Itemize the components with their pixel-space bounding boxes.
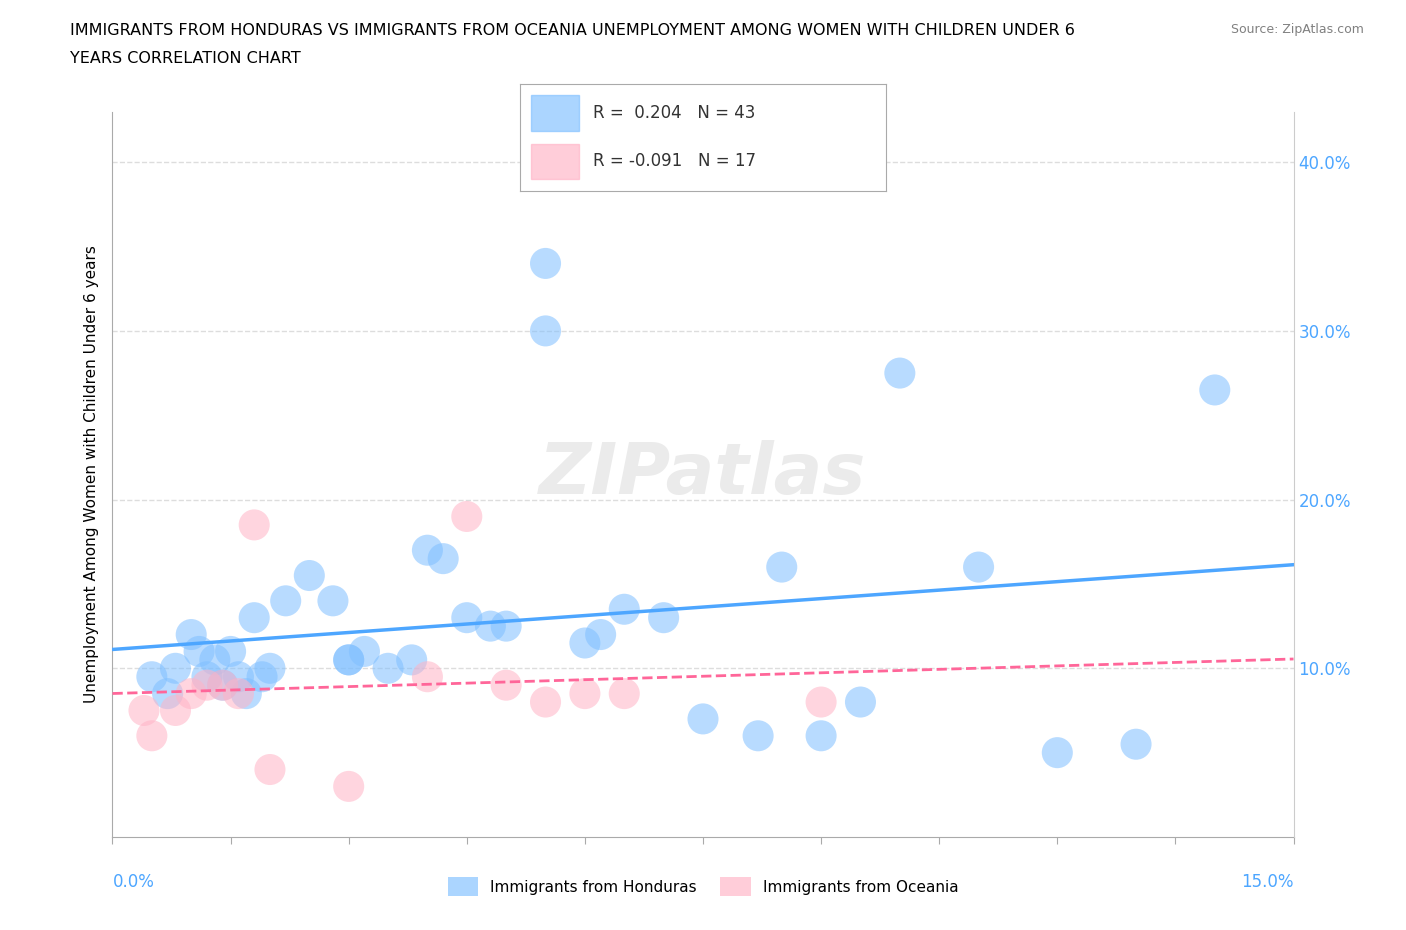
Point [613,602,636,617]
Point [195,678,218,693]
Point [1125,737,1147,751]
Point [589,627,612,642]
Point [613,686,636,701]
Point [211,678,233,693]
Point [259,762,281,777]
Point [747,728,769,743]
Point [156,686,179,701]
Point [416,670,439,684]
Point [195,670,218,684]
Point [259,661,281,676]
Point [574,686,596,701]
Point [165,661,187,676]
Point [298,568,321,583]
Point [141,670,163,684]
Point [534,695,557,710]
Point [1204,382,1226,397]
Point [456,610,478,625]
Point [416,543,439,558]
Point [810,728,832,743]
Point [574,635,596,650]
Point [165,703,187,718]
Text: Source: ZipAtlas.com: Source: ZipAtlas.com [1230,23,1364,36]
Point [401,653,423,668]
Bar [531,143,579,179]
Y-axis label: Unemployment Among Women with Children Under 6 years: Unemployment Among Women with Children U… [83,246,98,703]
Point [456,509,478,524]
Point [337,653,360,668]
Point [770,560,793,575]
Text: YEARS CORRELATION CHART: YEARS CORRELATION CHART [70,51,301,66]
Point [534,324,557,339]
Point [188,644,211,658]
Point [652,610,675,625]
Point [495,678,517,693]
Point [250,670,273,684]
Point [243,517,266,532]
Point [337,653,360,668]
Point [235,686,257,701]
Point [211,678,233,693]
Point [495,618,517,633]
Text: ZIPatlas: ZIPatlas [540,440,866,509]
Point [322,593,344,608]
Point [692,711,714,726]
Point [274,593,297,608]
Point [132,703,155,718]
Text: IMMIGRANTS FROM HONDURAS VS IMMIGRANTS FROM OCEANIA UNEMPLOYMENT AMONG WOMEN WIT: IMMIGRANTS FROM HONDURAS VS IMMIGRANTS F… [70,23,1076,38]
Point [479,618,502,633]
Point [141,728,163,743]
Text: R =  0.204   N = 43: R = 0.204 N = 43 [593,104,755,122]
Point [810,695,832,710]
Point [849,695,872,710]
Point [180,627,202,642]
Point [228,670,250,684]
Text: 15.0%: 15.0% [1241,873,1294,891]
Point [889,365,911,380]
Point [967,560,990,575]
Point [337,779,360,794]
Bar [531,96,579,131]
Point [228,686,250,701]
Point [1046,745,1069,760]
Legend: Immigrants from Honduras, Immigrants from Oceania: Immigrants from Honduras, Immigrants fro… [441,871,965,902]
Point [377,661,399,676]
Point [432,551,454,566]
Text: 0.0%: 0.0% [112,873,155,891]
Point [219,644,242,658]
Point [243,610,266,625]
Point [204,653,226,668]
Point [353,644,375,658]
Point [180,686,202,701]
Text: R = -0.091   N = 17: R = -0.091 N = 17 [593,153,756,170]
Point [534,256,557,271]
